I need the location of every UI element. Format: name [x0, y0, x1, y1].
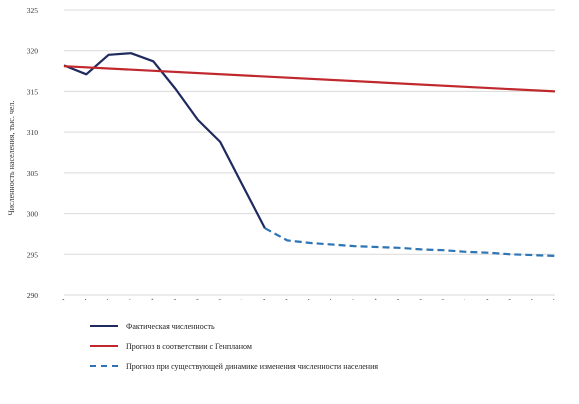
grid [64, 9, 555, 296]
legend-swatch-genplan [90, 345, 118, 347]
x-tick-label: 2025 [322, 297, 337, 300]
series-lines [63, 52, 556, 257]
x-tick-label: 2014 [76, 297, 91, 300]
x-tick-label: 2019 [188, 297, 203, 300]
x-tick-label: 2020 [210, 297, 225, 300]
y-tick-label: 290 [27, 291, 39, 300]
x-tick-label: 2028 [389, 297, 404, 300]
y-tick-label: 310 [27, 128, 39, 137]
legend-label-genplan: Прогноз в соответствии с Генпланом [126, 341, 252, 351]
legend-item-genplan: Прогноз в соответствии с Генпланом [90, 336, 378, 356]
x-tick-label: 2033 [500, 297, 515, 300]
legend: Фактическая численность Прогноз в соотве… [90, 316, 378, 376]
series-genplan-line [63, 65, 556, 93]
x-tick-label: 2021 [233, 297, 248, 300]
x-tick-label: 2026 [344, 297, 359, 300]
legend-swatch-actual [90, 325, 118, 327]
x-tick-label: 2034 [523, 297, 538, 300]
x-tick-label: 2029 [411, 297, 426, 300]
x-axis-ticks: 2013 2014 2015 2016 2017 2018 2019 2020 2021 2022… [54, 297, 560, 313]
x-tick-label: 2015 [99, 297, 114, 300]
x-tick-label: 2031 [456, 297, 471, 300]
y-tick-label: 315 [27, 87, 39, 96]
x-tick-label: 2018 [166, 297, 181, 300]
y-axis-ticks: 290 295 300 305 310 315 320 325 [27, 6, 39, 300]
legend-item-forecast: Прогноз при существующей динамике измене… [90, 356, 378, 376]
y-tick-label: 300 [27, 210, 39, 219]
y-tick-label: 295 [27, 250, 39, 259]
y-tick-label: 305 [27, 169, 39, 178]
legend-swatch-forecast [90, 365, 118, 367]
x-tick-label: 2016 [121, 297, 136, 300]
x-tick-label: 2022 [255, 297, 270, 300]
x-tick-label: 2030 [433, 297, 448, 300]
x-tick-label: 2023 [277, 297, 292, 300]
y-tick-label: 320 [27, 47, 39, 56]
legend-label-forecast: Прогноз при существующей динамике измене… [126, 361, 379, 371]
y-tick-label: 325 [27, 6, 39, 15]
x-tick-label: 2013 [54, 297, 69, 300]
x-tick-label: 2017 [143, 297, 158, 300]
legend-item-actual: Фактическая численность [90, 316, 378, 336]
y-axis-label: Численность населения, тыс. чел. [7, 101, 16, 216]
x-tick-label: 2024 [300, 297, 315, 300]
series-actual-line [63, 52, 266, 229]
x-tick-label: 2035 [545, 297, 560, 300]
legend-label-actual: Фактическая численность [126, 321, 215, 331]
x-tick-label: 2027 [367, 297, 382, 300]
series-forecast-line [264, 227, 556, 257]
